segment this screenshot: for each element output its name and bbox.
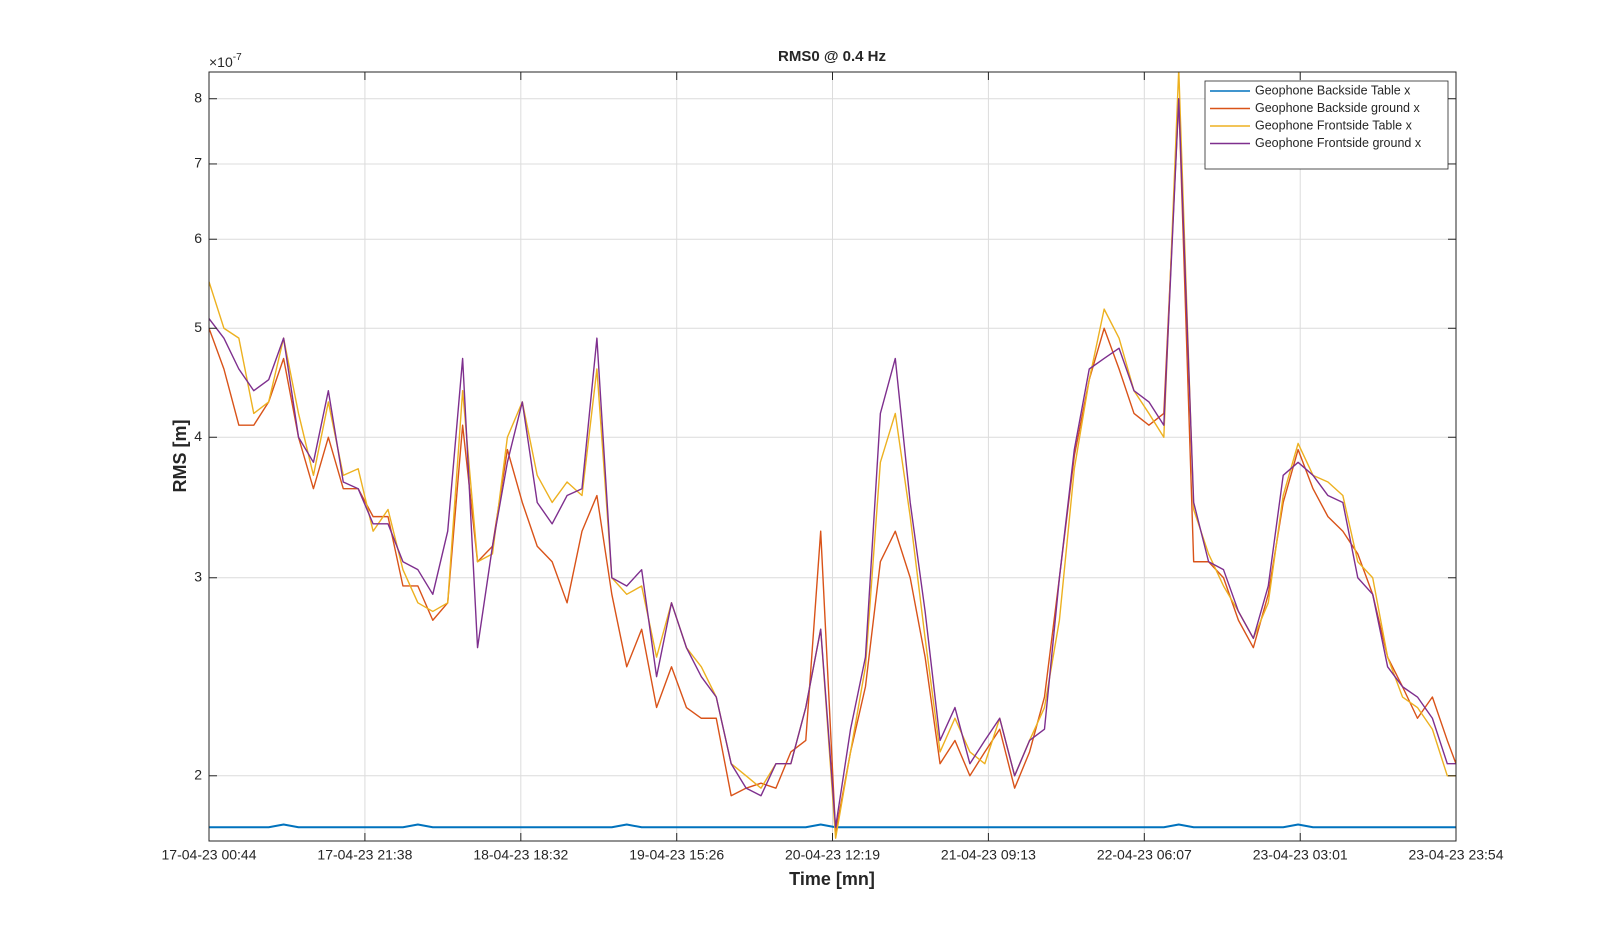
x-tick-label: 18-04-23 18:32 [473, 847, 568, 863]
y-exponent: ×10-7 [209, 52, 242, 70]
x-tick-label: 17-04-23 00:44 [162, 847, 257, 863]
y-tick-label: 7 [194, 155, 202, 171]
x-tick-label: 17-04-23 21:38 [317, 847, 412, 863]
x-tick-label: 21-04-23 09:13 [941, 847, 1036, 863]
y-tick-label: 6 [194, 230, 202, 246]
legend-label: Geophone Backside Table x [1255, 83, 1411, 97]
legend-box [1204, 80, 1449, 170]
x-axis-label: Time [mn] [789, 869, 875, 889]
legend-label: Geophone Frontside ground x [1255, 136, 1422, 150]
x-tick-label: 19-04-23 15:26 [629, 847, 724, 863]
y-exponent-power: -7 [233, 52, 242, 63]
data-line [209, 98, 1456, 828]
legend-label: Geophone Backside ground x [1255, 101, 1420, 115]
chart-title: RMS0 @ 0.4 Hz [778, 48, 886, 65]
y-axis-label: RMS [m] [170, 420, 190, 493]
x-tick-label: 20-04-23 12:19 [785, 847, 880, 863]
y-tick-label: 8 [194, 89, 202, 105]
x-tick-label: 23-04-23 03:01 [1253, 847, 1348, 863]
x-tick-label: 22-04-23 06:07 [1097, 847, 1192, 863]
y-tick-label: 3 [194, 568, 202, 584]
x-tick-label: 23-04-23 23:54 [1409, 847, 1504, 863]
y-tick-label: 5 [194, 319, 202, 335]
y-tick-label: 2 [194, 766, 202, 782]
y-exponent-base: ×10 [209, 54, 233, 70]
y-tick-label: 4 [194, 428, 202, 444]
legend-label: Geophone Frontside Table x [1255, 118, 1413, 132]
